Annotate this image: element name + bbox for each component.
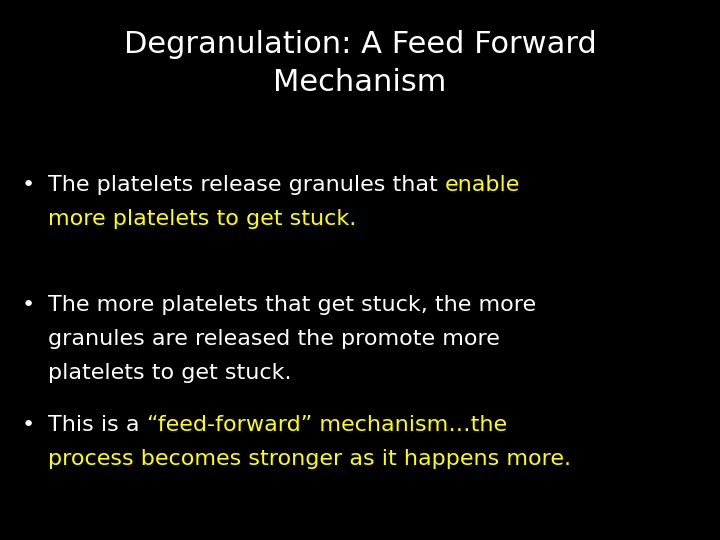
Text: •: • — [22, 175, 35, 195]
Text: “feed-forward” mechanism…the: “feed-forward” mechanism…the — [147, 415, 507, 435]
Text: enable: enable — [445, 175, 521, 195]
Text: •: • — [22, 295, 35, 315]
Text: The more platelets that get stuck, the more: The more platelets that get stuck, the m… — [48, 295, 536, 315]
Text: The platelets release granules that: The platelets release granules that — [48, 175, 445, 195]
Text: Degranulation: A Feed Forward: Degranulation: A Feed Forward — [124, 30, 596, 59]
Text: This is a: This is a — [48, 415, 147, 435]
Text: process becomes stronger as it happens more.: process becomes stronger as it happens m… — [48, 449, 571, 469]
Text: Mechanism: Mechanism — [274, 68, 446, 97]
Text: platelets to get stuck.: platelets to get stuck. — [48, 363, 292, 383]
Text: more platelets to get stuck.: more platelets to get stuck. — [48, 209, 356, 229]
Text: granules are released the promote more: granules are released the promote more — [48, 329, 500, 349]
Text: •: • — [22, 415, 35, 435]
